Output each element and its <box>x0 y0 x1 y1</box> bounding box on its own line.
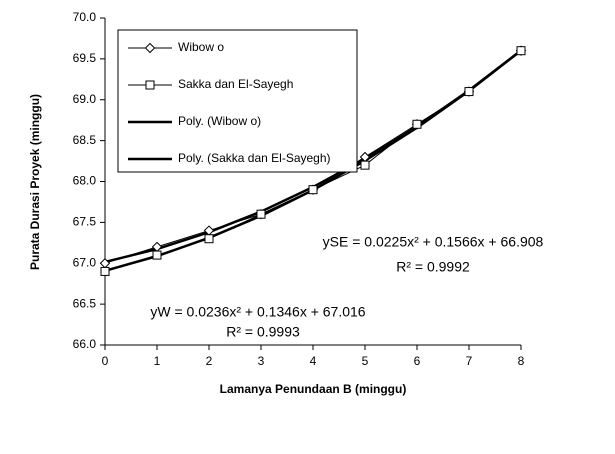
trendline-equation: R² = 0.9992 <box>396 259 470 275</box>
y-axis-title: Purata Durasi Proyek (minggu) <box>28 94 42 270</box>
x-tick-label: 2 <box>206 354 213 368</box>
y-tick-label: 66.0 <box>73 337 97 351</box>
legend: Wibow o Sakka dan El-Sayegh Poly. (Wibow o… <box>117 29 358 173</box>
square-marker <box>308 185 318 195</box>
square-marker <box>204 234 214 244</box>
legend-label: Wibow o <box>178 40 224 54</box>
square-marker <box>152 250 162 260</box>
x-tick-label: 0 <box>102 354 109 368</box>
trendline-equation: ySE = 0.0225x² + 0.1566x + 66.908 <box>323 234 544 250</box>
x-tick-label: 3 <box>258 354 265 368</box>
square-marker <box>256 209 266 219</box>
x-tick-label: 4 <box>310 354 317 368</box>
square-marker <box>516 46 526 56</box>
legend-label: Poly. (Wibow o) <box>178 114 261 128</box>
y-tick-label: 67.0 <box>73 255 97 269</box>
square-marker <box>100 266 110 276</box>
square-marker <box>360 160 370 170</box>
x-tick-label: 5 <box>362 354 369 368</box>
x-tick-label: 7 <box>466 354 473 368</box>
legend-box <box>117 29 358 173</box>
square-marker <box>145 80 155 90</box>
y-tick-label: 68.5 <box>73 133 97 147</box>
x-tick-label: 6 <box>414 354 421 368</box>
x-tick-label: 8 <box>518 354 525 368</box>
legend-label: Sakka dan El-Sayegh <box>178 77 293 91</box>
x-tick-label: 1 <box>154 354 161 368</box>
diamond-marker <box>144 42 156 54</box>
legend-label: Poly. (Sakka dan El-Sayegh) <box>178 151 331 165</box>
y-tick-label: 70.0 <box>73 10 97 24</box>
x-axis-title: Lamanya Penundaan B (minggu) <box>220 382 407 396</box>
square-marker <box>412 119 422 129</box>
trendline-equation: yW = 0.0236x² + 0.1346x + 67.016 <box>150 304 365 320</box>
square-marker <box>464 87 474 97</box>
y-tick-label: 69.5 <box>73 51 97 65</box>
trendline-equation: R² = 0.9993 <box>226 324 300 340</box>
y-tick-label: 68.0 <box>73 174 97 188</box>
y-tick-label: 67.5 <box>73 215 97 229</box>
y-tick-label: 69.0 <box>73 92 97 106</box>
y-tick-label: 66.5 <box>73 296 97 310</box>
